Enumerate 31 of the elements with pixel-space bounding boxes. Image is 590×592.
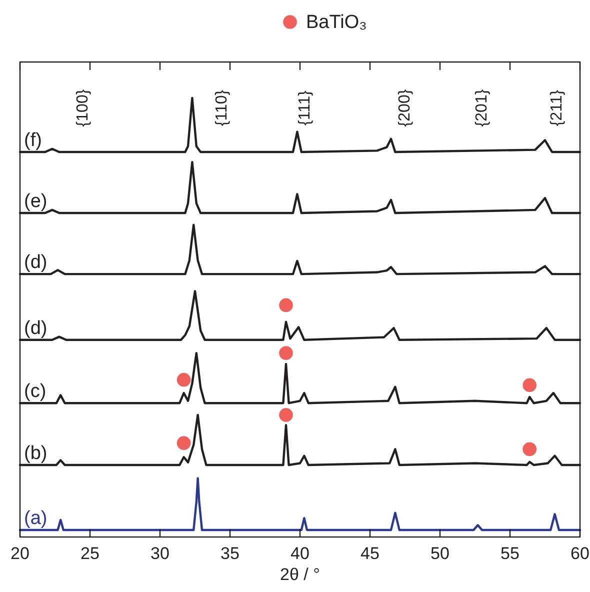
annotation: {201} (472, 88, 490, 127)
series-label: (e) (24, 191, 48, 212)
annotation: {110} (213, 89, 230, 126)
annotation: {100} (74, 88, 92, 127)
point (279, 346, 293, 360)
point (522, 378, 537, 392)
x-tick-label: 30 (150, 544, 170, 564)
x-tick-label: 40 (290, 544, 310, 564)
series-label: (b) (24, 443, 48, 464)
x-tick-label: 55 (500, 544, 520, 564)
x-axis-title: 2θ / ° (280, 565, 320, 584)
point (176, 372, 191, 387)
series-label: (a) (24, 508, 48, 529)
annotation: {111} (296, 90, 313, 126)
legend-label: BaTiO₃ (306, 12, 367, 32)
annotation: {211} (548, 89, 565, 126)
series-label: (f) (24, 130, 42, 151)
point (522, 442, 537, 456)
point (279, 298, 293, 312)
x-tick-label: 50 (430, 544, 450, 564)
x-tick-label: 60 (570, 544, 590, 564)
point (176, 436, 191, 450)
point (279, 408, 293, 422)
series-label: (d) (24, 252, 48, 274)
series-label: (d) (24, 318, 48, 339)
x-tick-label: 25 (80, 544, 100, 564)
annotation: {200} (396, 88, 414, 127)
x-tick-label: 20 (10, 544, 30, 564)
series-label: (c) (24, 381, 46, 402)
x-tick-label: 35 (220, 544, 240, 564)
x-tick-label: 45 (360, 544, 380, 564)
